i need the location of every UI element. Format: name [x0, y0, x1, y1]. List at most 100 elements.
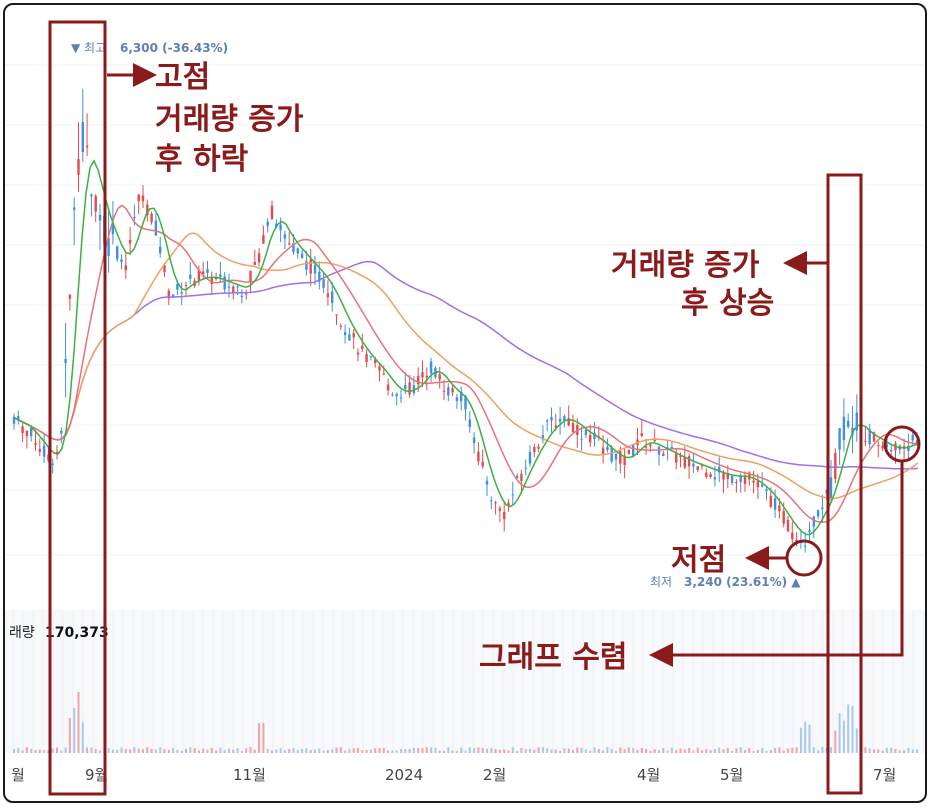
volume-bar — [666, 750, 669, 753]
volume-bar — [258, 723, 261, 753]
volume-bar — [903, 750, 906, 753]
candle-body — [541, 434, 545, 440]
volume-bar — [765, 750, 768, 753]
volume-bar — [610, 748, 613, 753]
candle-body — [468, 419, 471, 427]
volume-bar — [868, 748, 871, 753]
volume-bar — [636, 749, 639, 753]
volume-bar — [202, 748, 205, 753]
rise-highlight-box — [826, 173, 863, 795]
volume-bar — [606, 747, 609, 753]
candle-body — [352, 333, 355, 338]
volume-bar — [240, 750, 243, 753]
candle-body — [515, 475, 519, 478]
candle-body — [890, 450, 893, 452]
volume-bar — [391, 750, 394, 753]
candle-body — [146, 204, 149, 216]
candle-body — [245, 293, 248, 295]
volume-bar — [129, 749, 132, 753]
volume-bar — [709, 750, 712, 753]
volume-bar — [197, 750, 200, 753]
candle-body — [748, 472, 751, 480]
candle-body — [309, 259, 312, 274]
candle-body — [270, 205, 274, 220]
volume-bar — [808, 724, 811, 753]
volume-bar — [851, 706, 854, 753]
volume-bar — [412, 747, 415, 753]
volume-bar — [744, 750, 746, 753]
candle-body — [563, 416, 566, 421]
volume-bar — [60, 750, 63, 753]
volume-bar — [894, 749, 897, 753]
candle-body — [670, 447, 674, 449]
candle-body — [477, 451, 480, 462]
volume-bar — [597, 748, 600, 753]
volume-bar — [623, 749, 626, 753]
candle-body — [412, 385, 416, 394]
candle-body — [257, 253, 261, 263]
volume-bar — [842, 720, 845, 753]
candle-body — [451, 388, 454, 393]
volume-label-value: 170,373 — [45, 625, 109, 641]
candle-body — [296, 248, 299, 254]
volume-bar — [56, 747, 58, 753]
volume-bar — [215, 750, 218, 753]
volume-bar — [718, 747, 721, 753]
candle-body — [490, 500, 493, 502]
volume-bar — [520, 747, 523, 753]
volume-bar — [378, 747, 381, 753]
volume-bar — [417, 747, 420, 753]
candle-body — [593, 432, 596, 440]
volume-bar — [357, 747, 359, 753]
peak-annotation-line-2: 거래량 증가 — [155, 102, 304, 137]
volume-bar — [511, 747, 514, 753]
volume-bar — [516, 750, 519, 753]
candle-body — [485, 480, 489, 485]
low-label-prefix: 최저 — [650, 575, 672, 589]
volume-bar — [791, 747, 794, 753]
x-tick: 7월 — [873, 766, 896, 784]
volume-bar — [855, 728, 858, 753]
candle-body — [300, 253, 304, 259]
candle-body — [219, 274, 222, 278]
volume-bar — [348, 748, 351, 753]
candle-body — [176, 283, 179, 290]
volume-bar — [296, 749, 299, 753]
converge-annotation: 그래프 수렴 — [479, 640, 627, 675]
candle-body — [124, 265, 127, 271]
candle-body — [842, 416, 846, 440]
candle-body — [42, 445, 46, 457]
volume-bar — [726, 747, 729, 753]
candle-body — [881, 445, 884, 449]
x-tick: 2월 — [483, 766, 506, 784]
volume-bar — [111, 749, 114, 753]
candle-body — [816, 510, 820, 517]
volume-bar — [486, 748, 488, 753]
candle-body — [438, 374, 441, 380]
volume-bar — [438, 750, 441, 753]
candle-body — [30, 427, 33, 436]
candle-body — [821, 507, 824, 509]
volume-bar — [907, 747, 910, 753]
candle-body — [447, 387, 450, 396]
volume-bar — [739, 747, 742, 753]
volume-bar — [408, 749, 411, 753]
candle-body — [240, 295, 244, 298]
volume-bar — [223, 750, 226, 753]
high-label-prefix: ▼ 최고 — [71, 41, 106, 55]
volume-bar — [51, 748, 54, 753]
volume-bar — [533, 749, 536, 753]
volume-bar — [236, 748, 239, 753]
volume-bar — [541, 747, 544, 753]
candle-body — [322, 279, 325, 288]
volume-bar — [494, 748, 497, 753]
candle-body — [885, 444, 889, 448]
volume-bar — [881, 750, 884, 753]
volume-bar — [735, 748, 738, 753]
candle-body — [726, 472, 729, 479]
candle-body — [567, 417, 570, 426]
volume-bar — [778, 747, 781, 753]
volume-bar — [382, 747, 385, 753]
volume-bar — [425, 747, 428, 753]
candle-body — [348, 334, 351, 341]
